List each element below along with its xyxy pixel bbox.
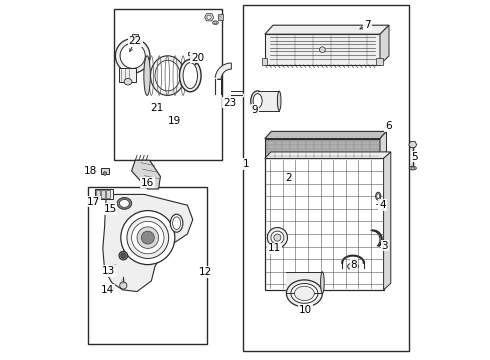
Ellipse shape xyxy=(171,214,183,232)
Bar xyxy=(265,139,380,158)
Text: 20: 20 xyxy=(191,53,204,63)
Text: 21: 21 xyxy=(150,103,164,113)
Circle shape xyxy=(127,217,169,258)
Circle shape xyxy=(319,47,325,53)
Ellipse shape xyxy=(124,78,132,85)
Bar xyxy=(265,56,380,65)
Circle shape xyxy=(207,15,211,19)
Bar xyxy=(258,91,279,111)
Text: 23: 23 xyxy=(223,98,236,108)
Circle shape xyxy=(119,251,127,260)
Ellipse shape xyxy=(253,94,262,108)
Ellipse shape xyxy=(409,166,416,170)
Ellipse shape xyxy=(286,280,322,307)
Polygon shape xyxy=(265,152,391,158)
Ellipse shape xyxy=(214,22,217,23)
Polygon shape xyxy=(205,14,214,21)
Bar xyxy=(262,58,267,65)
Bar xyxy=(189,52,192,55)
Ellipse shape xyxy=(213,21,219,24)
Ellipse shape xyxy=(291,284,318,303)
Text: 10: 10 xyxy=(299,305,312,315)
Ellipse shape xyxy=(277,91,281,111)
Polygon shape xyxy=(265,131,387,139)
Ellipse shape xyxy=(120,199,129,207)
Ellipse shape xyxy=(155,60,180,91)
Text: 15: 15 xyxy=(103,204,117,214)
Circle shape xyxy=(121,211,175,265)
Circle shape xyxy=(274,234,281,241)
Circle shape xyxy=(268,228,288,248)
Circle shape xyxy=(132,221,164,254)
Text: 9: 9 xyxy=(251,105,258,115)
Ellipse shape xyxy=(411,167,415,169)
Polygon shape xyxy=(265,25,389,34)
Ellipse shape xyxy=(117,198,132,209)
Bar xyxy=(95,189,113,199)
Circle shape xyxy=(116,39,150,73)
Circle shape xyxy=(271,231,284,244)
Circle shape xyxy=(120,43,145,68)
Text: 2: 2 xyxy=(285,173,292,183)
Ellipse shape xyxy=(294,286,314,301)
Ellipse shape xyxy=(179,59,201,92)
Bar xyxy=(88,187,207,344)
Text: 11: 11 xyxy=(268,243,281,253)
Bar xyxy=(376,58,383,65)
Text: 3: 3 xyxy=(381,240,388,251)
Circle shape xyxy=(121,253,126,258)
Text: 19: 19 xyxy=(168,116,181,126)
Ellipse shape xyxy=(376,192,381,200)
Circle shape xyxy=(141,231,154,244)
Text: 6: 6 xyxy=(385,121,392,131)
Bar xyxy=(101,168,109,174)
Text: 18: 18 xyxy=(84,166,98,176)
Ellipse shape xyxy=(377,194,380,199)
Ellipse shape xyxy=(144,56,150,95)
Text: 12: 12 xyxy=(199,267,212,277)
Ellipse shape xyxy=(183,63,197,89)
Polygon shape xyxy=(409,141,416,148)
Bar xyxy=(286,272,322,293)
Text: 16: 16 xyxy=(141,177,154,188)
Bar xyxy=(114,9,221,160)
Polygon shape xyxy=(215,63,231,79)
Text: 17: 17 xyxy=(87,197,100,207)
Ellipse shape xyxy=(172,217,180,230)
Text: 7: 7 xyxy=(364,20,371,30)
Polygon shape xyxy=(103,194,193,292)
Polygon shape xyxy=(132,160,160,189)
Polygon shape xyxy=(380,25,389,65)
Polygon shape xyxy=(384,152,391,290)
Ellipse shape xyxy=(347,263,358,270)
Ellipse shape xyxy=(150,56,185,95)
Text: 5: 5 xyxy=(412,152,418,162)
Text: 1: 1 xyxy=(243,159,249,169)
Bar xyxy=(265,34,380,65)
Circle shape xyxy=(120,282,127,289)
Bar xyxy=(96,190,99,198)
Bar xyxy=(243,5,409,351)
Polygon shape xyxy=(218,14,222,20)
Bar xyxy=(132,34,138,39)
Circle shape xyxy=(137,227,159,248)
Ellipse shape xyxy=(320,272,324,293)
Circle shape xyxy=(103,172,107,175)
Text: 22: 22 xyxy=(128,36,142,46)
Bar xyxy=(106,190,110,198)
Text: 14: 14 xyxy=(101,285,114,295)
Bar xyxy=(265,158,384,290)
Ellipse shape xyxy=(251,91,265,111)
Text: 13: 13 xyxy=(101,266,115,276)
Bar xyxy=(101,190,104,198)
Bar xyxy=(119,68,136,82)
Text: 4: 4 xyxy=(379,200,386,210)
Text: 8: 8 xyxy=(350,260,357,270)
Polygon shape xyxy=(380,131,387,158)
